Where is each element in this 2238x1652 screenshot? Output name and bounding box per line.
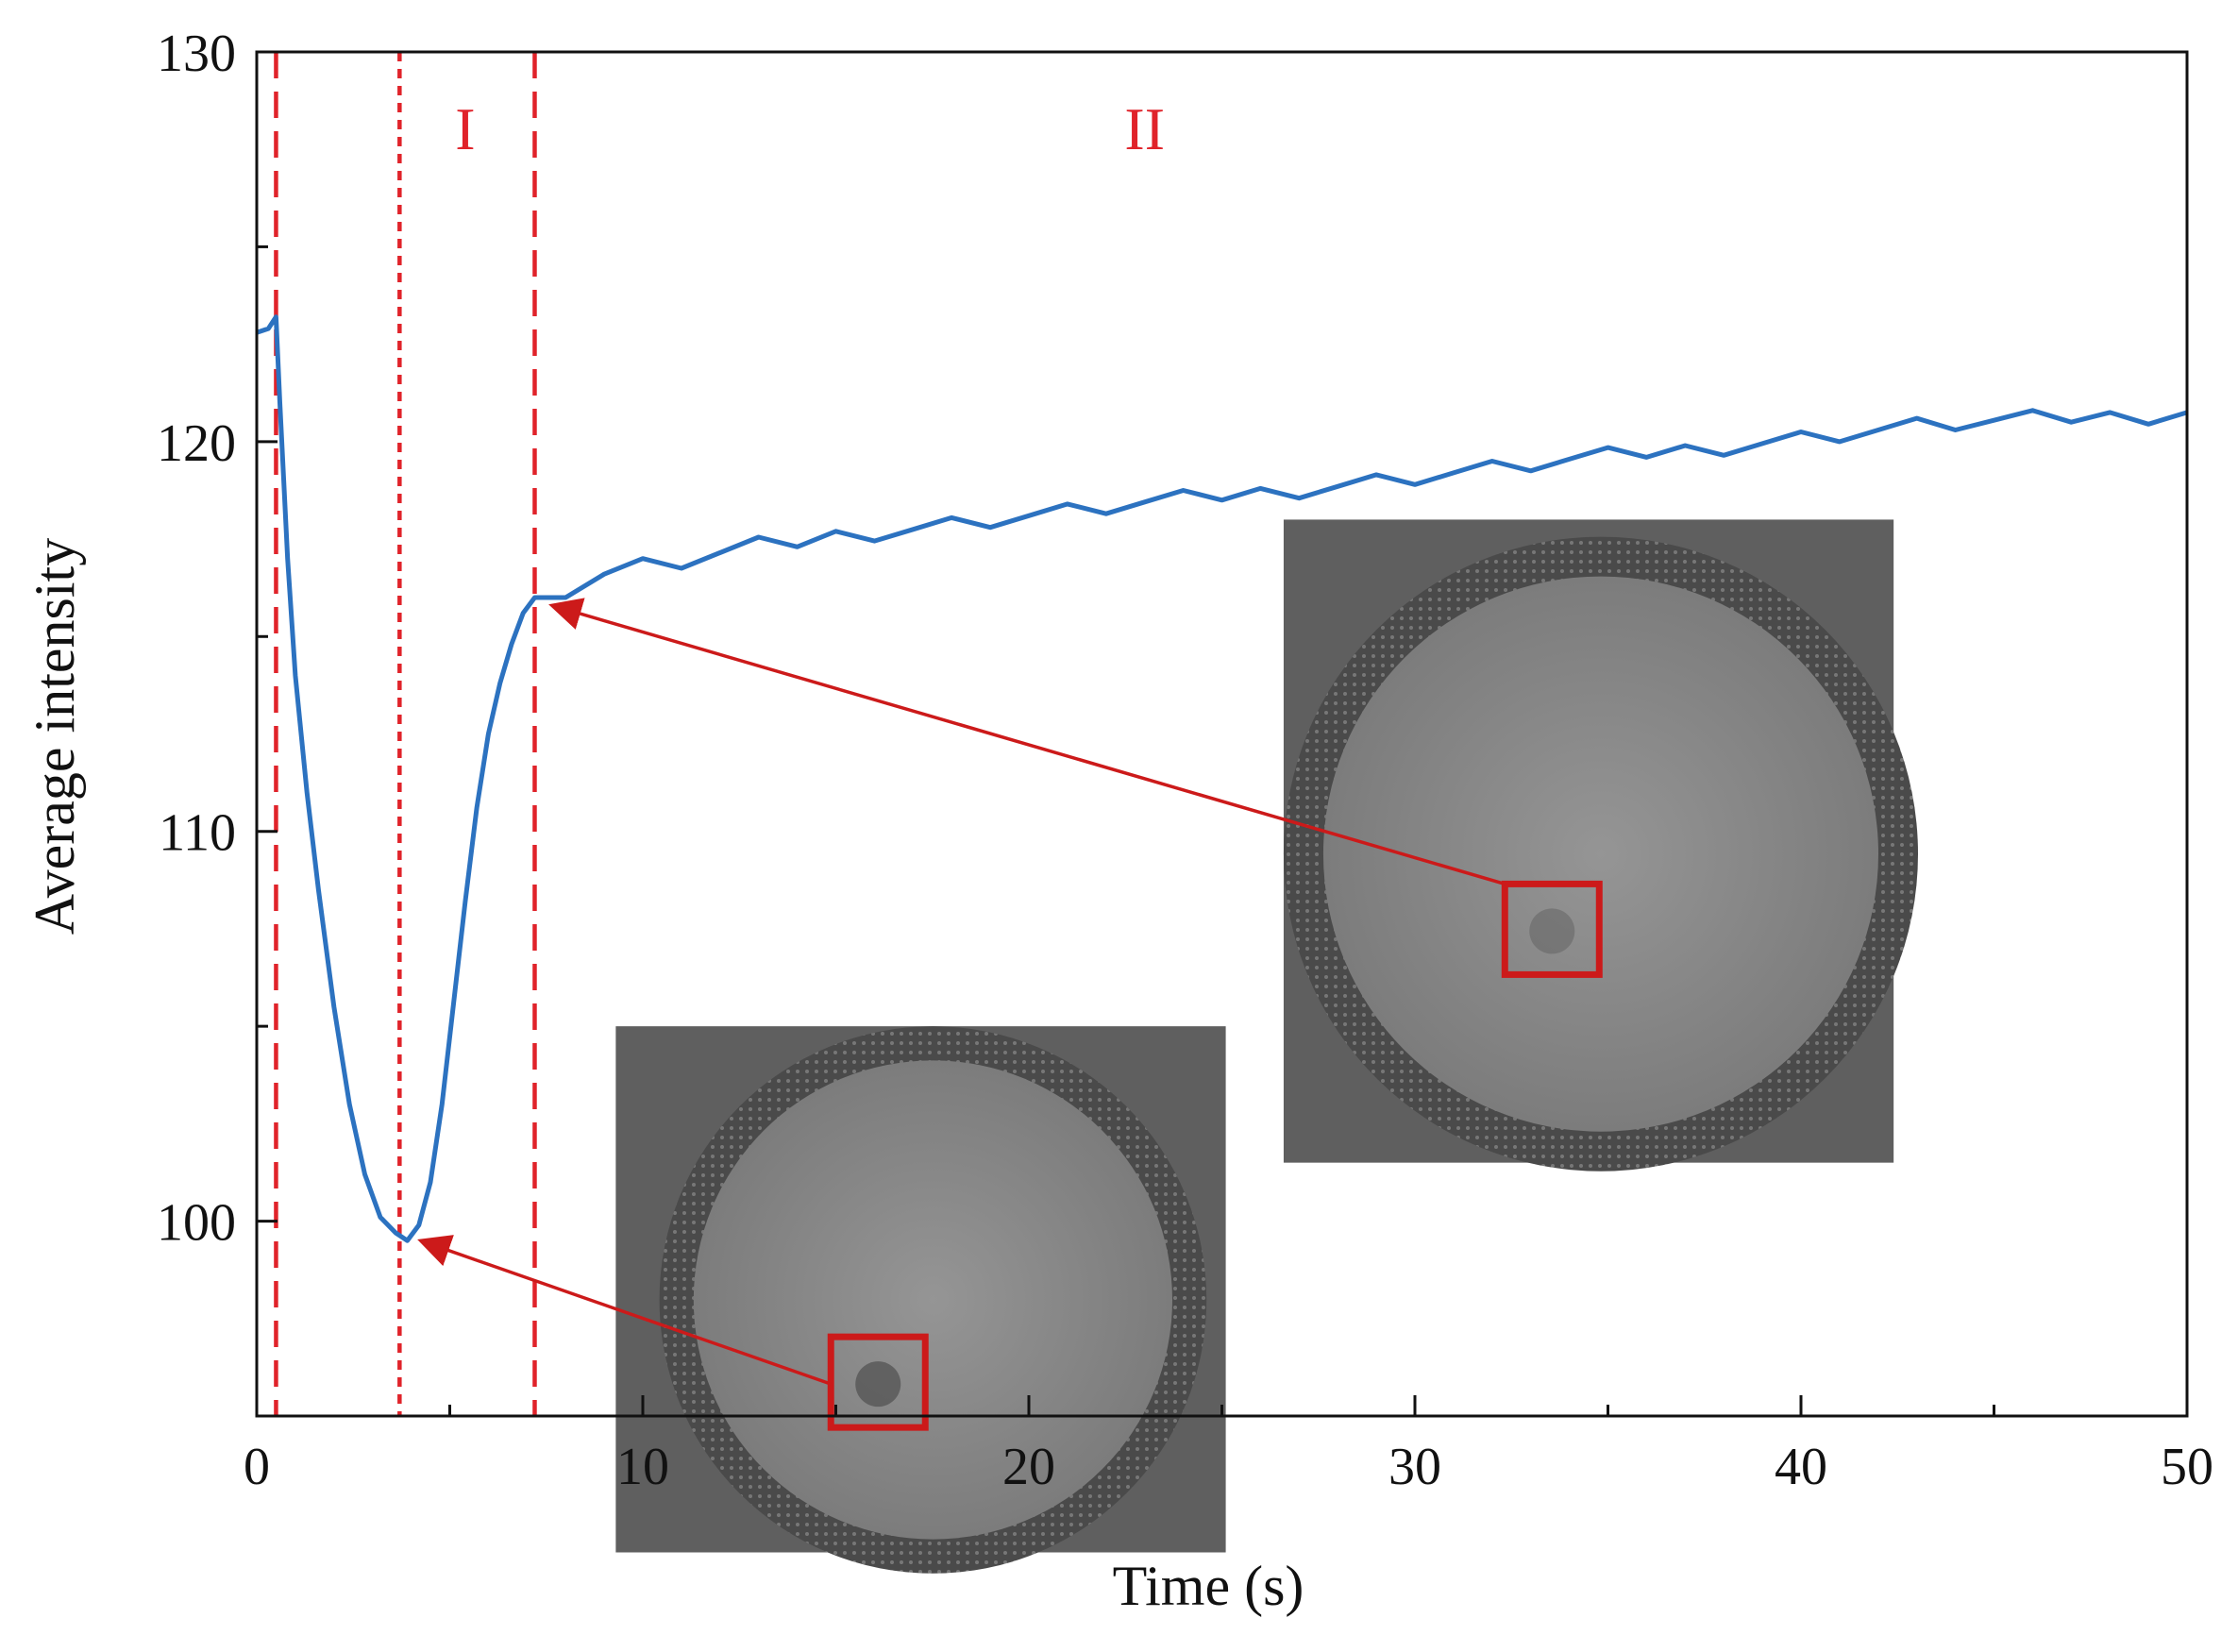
inset-sample-disc: [1322, 576, 1879, 1132]
region-labels: I II: [455, 95, 1165, 162]
inset-sample-disc: [693, 1060, 1173, 1540]
callout-arrow: [548, 598, 1506, 886]
x-tick-label: 0: [244, 1438, 270, 1496]
x-tick-label: 10: [616, 1438, 669, 1496]
inset-minimum-frame: [615, 1026, 1226, 1574]
x-tick-label: 20: [1002, 1438, 1055, 1496]
inset-images: [615, 519, 1919, 1574]
x-tick-label: 30: [1388, 1438, 1441, 1496]
y-tick-label: 100: [157, 1194, 236, 1253]
y-tick-label: 110: [159, 804, 236, 863]
series-layer: [256, 314, 2188, 1243]
callout-arrow: [417, 1235, 832, 1386]
x-tick-label: 40: [1775, 1438, 1827, 1496]
inset-spot: [855, 1361, 901, 1408]
y-axis-title: Average intensity: [24, 538, 86, 935]
y-tick-label: 120: [157, 414, 236, 473]
y-tick-label: 130: [157, 25, 236, 83]
callout-arrows: [417, 598, 1506, 1386]
inset-highlight-box: [1501, 880, 1603, 978]
region-label: I: [455, 95, 475, 162]
x-axis-title: Time (s): [1113, 1555, 1304, 1617]
series-line: [256, 314, 2188, 1243]
vertical-markers: [274, 52, 537, 1416]
inset-recovery-frame: [1283, 519, 1919, 1172]
x-tick-label: 50: [2161, 1438, 2213, 1496]
region-label: II: [1124, 95, 1165, 162]
inset-spot: [1529, 908, 1575, 954]
tick-layer: 0 10 20 30 40 50 100 110 120 130: [157, 25, 2213, 1496]
inset-highlight-box: [827, 1333, 929, 1431]
